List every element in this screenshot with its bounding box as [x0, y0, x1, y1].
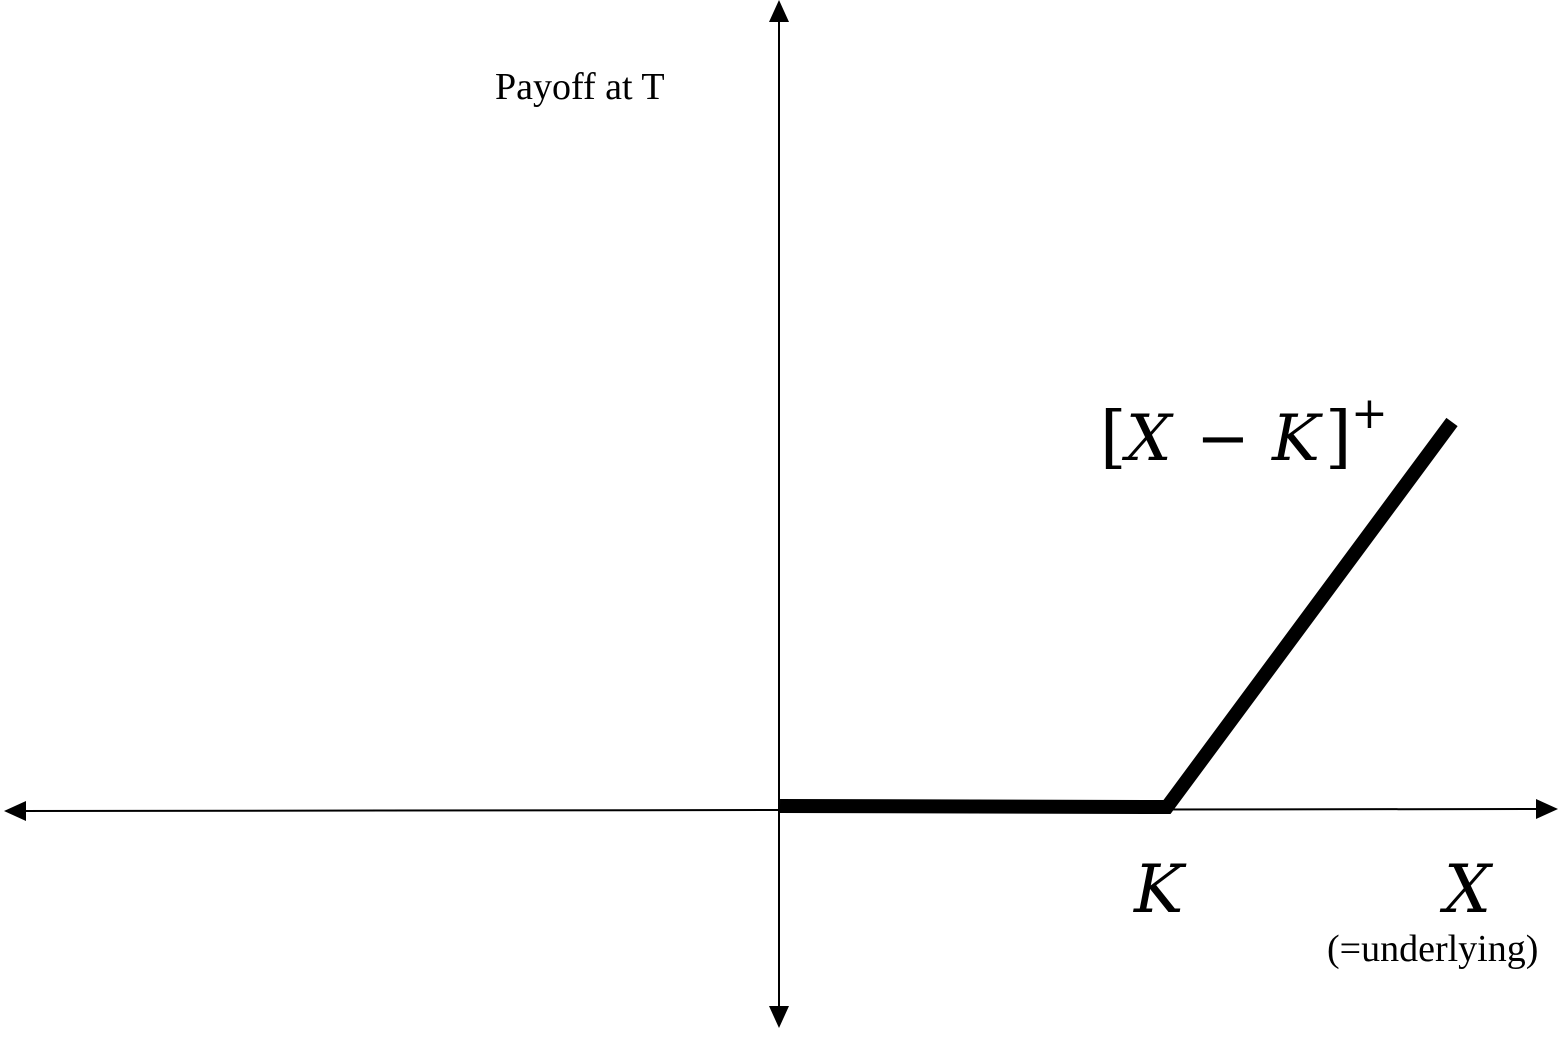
formula-minus: − — [1196, 402, 1250, 476]
formula-k: K — [1271, 402, 1323, 476]
y-axis-bottom-arrowhead — [769, 1006, 789, 1028]
formula-superscript: + — [1351, 388, 1388, 439]
payoff-formula: [ X − K ] + — [1100, 388, 1388, 477]
x-axis-right-arrowhead — [1536, 799, 1558, 819]
strike-label: K — [1133, 851, 1187, 928]
payoff-line — [779, 417, 1458, 815]
x-axis-left-arrowhead — [4, 801, 26, 821]
y-axis — [769, 0, 789, 1028]
y-axis-label: Payoff at T — [495, 66, 665, 108]
formula-open-bracket: [ — [1100, 398, 1127, 477]
x-axis-note: (=underlying) — [1327, 928, 1538, 970]
x-axis-label: X — [1439, 851, 1494, 928]
y-axis-top-arrowhead — [769, 0, 789, 22]
formula-x: X — [1121, 402, 1174, 476]
formula-close-bracket: ] — [1325, 398, 1352, 477]
